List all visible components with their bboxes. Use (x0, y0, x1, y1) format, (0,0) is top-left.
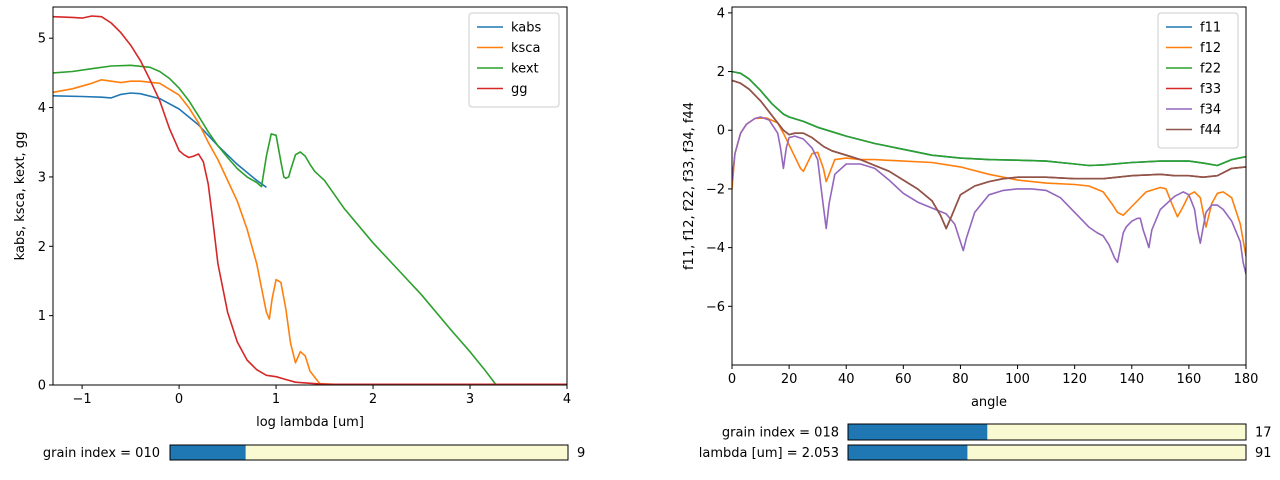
slider-left-grain[interactable]: grain index = 010 9 (43, 444, 585, 461)
y-tick-label: 0 (717, 124, 725, 139)
y-axis-label: kabs, ksca, kext, gg (13, 132, 28, 261)
legend-label-f44: f44 (1200, 123, 1221, 138)
series-line-kabs (53, 92, 267, 188)
y-tick-label: 5 (38, 32, 46, 47)
legend-label-kabs: kabs (511, 21, 542, 36)
legend-label-kext: kext (511, 62, 539, 77)
y-tick-label: −6 (706, 300, 725, 315)
legend-label-f12: f12 (1200, 41, 1221, 56)
y-tick-label: 4 (717, 6, 725, 21)
x-tick-label: 1 (272, 392, 280, 407)
slider-value: 17 (1255, 426, 1272, 441)
legend-box (1157, 12, 1239, 149)
x-tick-label: 140 (1119, 372, 1144, 387)
legend-label-f34: f34 (1200, 103, 1221, 118)
x-tick-label: 160 (1176, 372, 1201, 387)
y-axis-label: f11, f12, f22, f33, f34, f44 (682, 102, 697, 270)
x-tick-label: 0 (175, 392, 183, 407)
series-line-gg (53, 15, 567, 385)
right-plot: 0 20 40 60 80 100 120 140 160 180 −6 −4 −2 0 2 4 angle f1… (682, 6, 1258, 410)
slider-border (847, 423, 1247, 441)
y-tick-label: −4 (706, 241, 725, 256)
x-tick-label: 100 (1005, 372, 1030, 387)
y-tick-label: 0 (38, 379, 46, 394)
y-tick-label: 2 (38, 240, 46, 255)
series-group (732, 70, 1246, 275)
y-tick-label: 4 (38, 101, 46, 116)
slider-value: 9 (577, 446, 585, 461)
slider-fill[interactable] (848, 445, 968, 460)
series-line-f34 (732, 116, 1246, 275)
x-tick-label: 3 (466, 392, 474, 407)
series-line-f44 (732, 79, 1246, 230)
y-tick-label: 3 (38, 170, 46, 185)
legend: f11 f12 f22 f33 f34 f44 (1157, 12, 1239, 149)
y-tick-label: 2 (717, 65, 725, 80)
x-tick-label: 60 (895, 372, 912, 387)
x-tick-label: 180 (1234, 372, 1259, 387)
x-tick-label: 0 (728, 372, 736, 387)
x-axis-label: angle (971, 395, 1007, 410)
x-tick-label: −1 (73, 392, 92, 407)
slider-label: grain index = 010 (43, 446, 160, 461)
slider-fill[interactable] (848, 424, 988, 440)
slider-panel: grain index = 010 9 grain index = 018 17 lam… (43, 423, 1272, 461)
legend-label-f22: f22 (1200, 62, 1221, 77)
slider-right-grain[interactable]: grain index = 018 17 (722, 423, 1272, 441)
legend-label-f11: f11 (1200, 21, 1221, 36)
slider-border (847, 444, 1247, 461)
slider-border (169, 444, 569, 461)
series-line-ksca (53, 79, 567, 385)
legend-label-ksca: ksca (511, 41, 540, 56)
series-line-f12 (732, 117, 1246, 257)
x-tick-label: 2 (369, 392, 377, 407)
series-line-f22 (732, 70, 1246, 167)
y-tick-label: −2 (706, 182, 725, 197)
slider-value: 91 (1255, 446, 1272, 461)
x-axis-label: log lambda [um] (256, 415, 364, 430)
x-tick-label: 4 (563, 392, 571, 407)
x-tick-label: 80 (952, 372, 969, 387)
series-line-kext (53, 64, 567, 385)
legend-label-gg: gg (511, 82, 528, 97)
slider-fill[interactable] (170, 445, 246, 460)
x-tick-label: 40 (838, 372, 855, 387)
series-group (53, 15, 567, 385)
legend-box (468, 12, 560, 108)
legend: kabs ksca kext gg (468, 12, 560, 108)
y-tick-label: 1 (38, 309, 46, 324)
slider-label: lambda [um] = 2.053 (699, 446, 839, 461)
slider-right-lambda[interactable]: lambda [um] = 2.053 91 (699, 444, 1272, 461)
left-plot: −1 0 1 2 3 4 0 1 2 3 4 5 log lambda [um] kabs, ksca, … (13, 6, 571, 430)
plot-frame (731, 6, 1247, 366)
plot-frame (52, 6, 568, 386)
legend-label-f33: f33 (1200, 82, 1221, 97)
x-tick-label: 120 (1062, 372, 1087, 387)
x-tick-label: 20 (781, 372, 798, 387)
slider-label: grain index = 018 (722, 426, 839, 441)
